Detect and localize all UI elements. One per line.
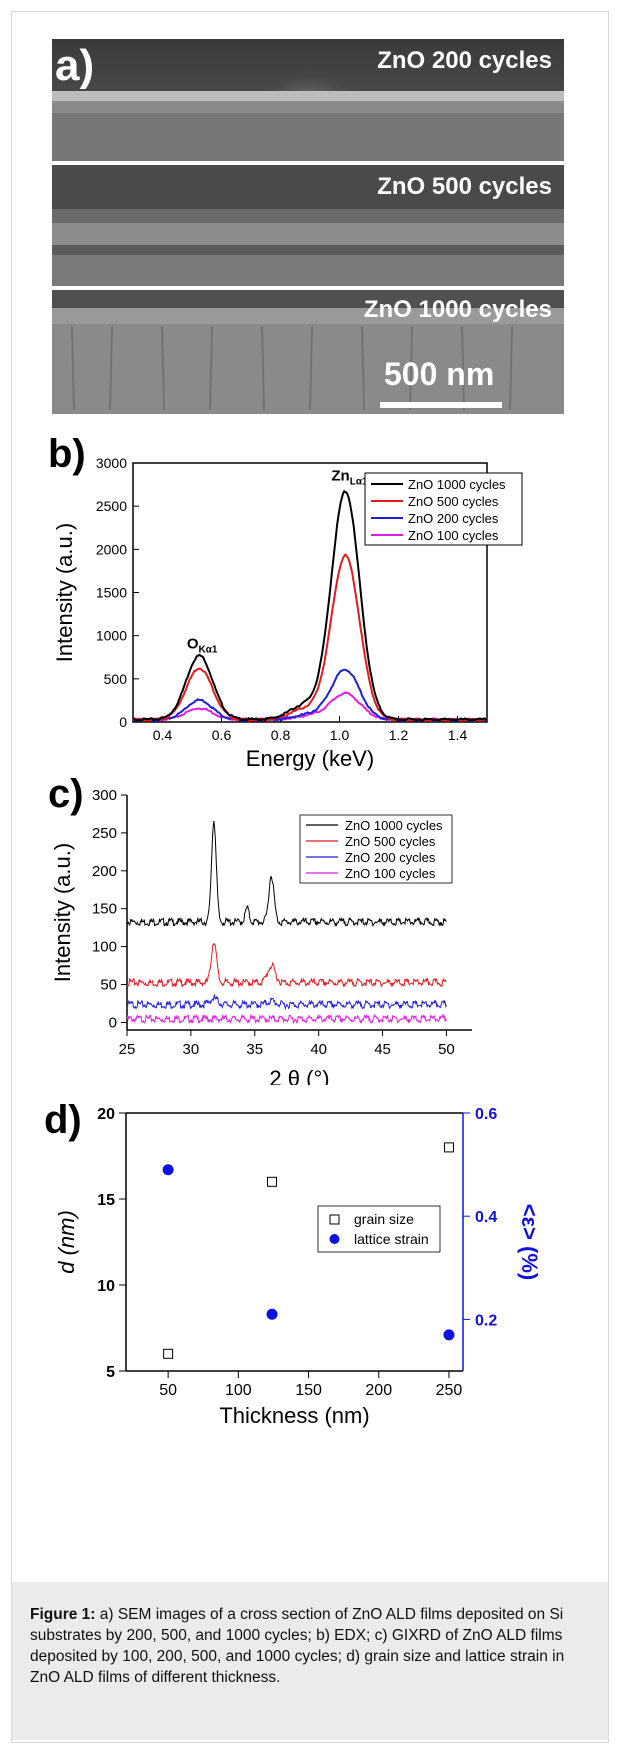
y-tick-label-c: 150 [92,901,117,918]
legend-swatch-strain [329,1234,340,1244]
sem-image-200-graphic [52,39,564,161]
y-tick-label-b: 500 [104,671,128,687]
y-axis-label-c: Intensity (a.u.) [50,843,75,982]
legend-label-b: ZnO 500 cycles [408,494,499,509]
sem-title-1000: ZnO 1000 cycles [363,296,552,323]
panel-label-d: d) [44,1098,82,1142]
chart-d-grain-strain: d) 50 100 150 200 250 5 10 15 20 0.2 0.4 0.6 Thicknes… [44,1098,542,1428]
legend-c [299,814,453,884]
grain-size-point [267,1176,278,1187]
sem-title-200: ZnO 200 cycles [377,47,552,74]
panel-label-a: a) [55,41,95,90]
sem-image-1000: ZnO 1000 cycles 500 nm [52,290,564,414]
y-tick-label-c: 250 [92,825,117,842]
y-tick-label-c: 100 [92,939,117,956]
y-tick-label-c: 300 [92,787,117,804]
legend-label-c: ZnO 200 cycles [345,850,436,865]
x-tick-label-b: 0.8 [271,727,291,743]
x-tick-label-d: 150 [295,1382,322,1399]
series-line-c [126,1013,447,1025]
legend-swatch-grain [329,1214,340,1225]
y-tick-label-b: 3000 [96,455,127,471]
x-tick-label-d: 250 [436,1382,463,1399]
sem-image-500: ZnO 500 cycles [52,165,564,286]
y-tick-label-c: 50 [100,977,117,994]
y-tick-label-d: 5 [106,1364,115,1381]
chart-c-gixrd: c) 25 30 35 40 45 50 0 50 100 150 200 250 300 2 θ (°) I… [48,772,472,1085]
caption-label: Figure 1: [30,1606,96,1623]
x-tick-label-d: 100 [225,1382,252,1399]
series-line-b [132,489,488,722]
sem-image-1000-graphic [52,290,564,414]
y-tick-label-b: 2500 [96,498,127,514]
legend-label-c: ZnO 500 cycles [345,834,436,849]
legend-label-d: grain size [354,1211,414,1227]
grain-size-point [163,1348,174,1359]
panel-label-b: b) [48,432,86,476]
x-tick-label-c: 30 [183,1041,200,1058]
y-tick-label-b: 1000 [96,628,127,644]
caption-text: a) SEM images of a cross section of ZnO … [30,1606,565,1686]
y-tick-label-d: 10 [97,1278,115,1295]
x-tick-label-b: 1.4 [448,727,468,743]
y2-axis-label-d: <ε> (%) [517,1204,542,1280]
y-tick-label-b: 1500 [96,585,127,601]
x-tick-label-b: 1.0 [330,727,350,743]
grain-size-point [443,1142,454,1153]
sem-image-500-graphic [52,165,564,286]
y-tick-label-d: 15 [97,1192,115,1209]
lattice-strain-point [266,1308,278,1320]
x-tick-label-d: 50 [159,1382,177,1399]
y-tick-label-b: 2000 [96,541,127,557]
y2-tick-label-d: 0.4 [475,1209,497,1226]
x-axis-label-c: 2 θ (°) [269,1066,329,1085]
lattice-strain-point [443,1329,455,1341]
x-tick-label-c: 40 [310,1041,327,1058]
y-tick-label-c: 0 [109,1014,117,1031]
lattice-strain-point [162,1164,174,1176]
y-axis-label-d: d (nm) [54,1210,79,1274]
legend-label-b: ZnO 100 cycles [408,528,499,543]
x-tick-label-c: 35 [246,1041,263,1058]
x-tick-label-b: 0.4 [153,727,173,743]
y2-tick-label-d: 0.2 [475,1312,497,1329]
y-axis-label-b: Intensity (a.u.) [52,523,77,662]
legend-label-d: lattice strain [354,1231,429,1247]
legend-label-b: ZnO 1000 cycles [408,477,506,492]
y-tick-label-b: 0 [119,714,127,730]
y-tick-label-c: 200 [92,863,117,880]
legend-d [317,1205,441,1253]
annotation-b: ZnLα1 [331,467,368,487]
x-axis-label-d: Thickness (nm) [219,1403,369,1428]
sem-title-500: ZnO 500 cycles [377,173,552,200]
legend-label-c: ZnO 100 cycles [345,866,436,881]
x-tick-label-c: 45 [374,1041,391,1058]
chart-b-edx: b) 0.4 0.6 0.8 1.0 1.2 1.4 0 500 1000 1500 2000 2500… [48,432,523,771]
caption-box [12,1582,608,1740]
x-tick-label-b: 1.2 [389,727,409,743]
sem-image-200: ZnO 200 cycles [52,39,564,161]
panel-label-c: c) [48,772,84,816]
y2-tick-label-d: 0.6 [475,1106,497,1123]
y-tick-label-d: 20 [97,1106,115,1123]
x-axis-label-b: Energy (keV) [246,746,374,771]
scale-bar [380,402,502,408]
scale-bar-label: 500 nm [384,356,495,392]
annotation-b: OKα1 [187,636,218,656]
figure-caption: Figure 1: a) SEM images of a cross secti… [30,1604,590,1688]
series-line-c [126,993,447,1011]
x-tick-label-c: 25 [119,1041,136,1058]
x-tick-label-c: 50 [438,1041,455,1058]
legend-label-b: ZnO 200 cycles [408,511,499,526]
series-line-c [126,820,447,927]
series-line-c [126,943,447,988]
x-tick-label-d: 200 [365,1382,392,1399]
legend-label-c: ZnO 1000 cycles [345,818,443,833]
x-tick-label-b: 0.6 [212,727,232,743]
